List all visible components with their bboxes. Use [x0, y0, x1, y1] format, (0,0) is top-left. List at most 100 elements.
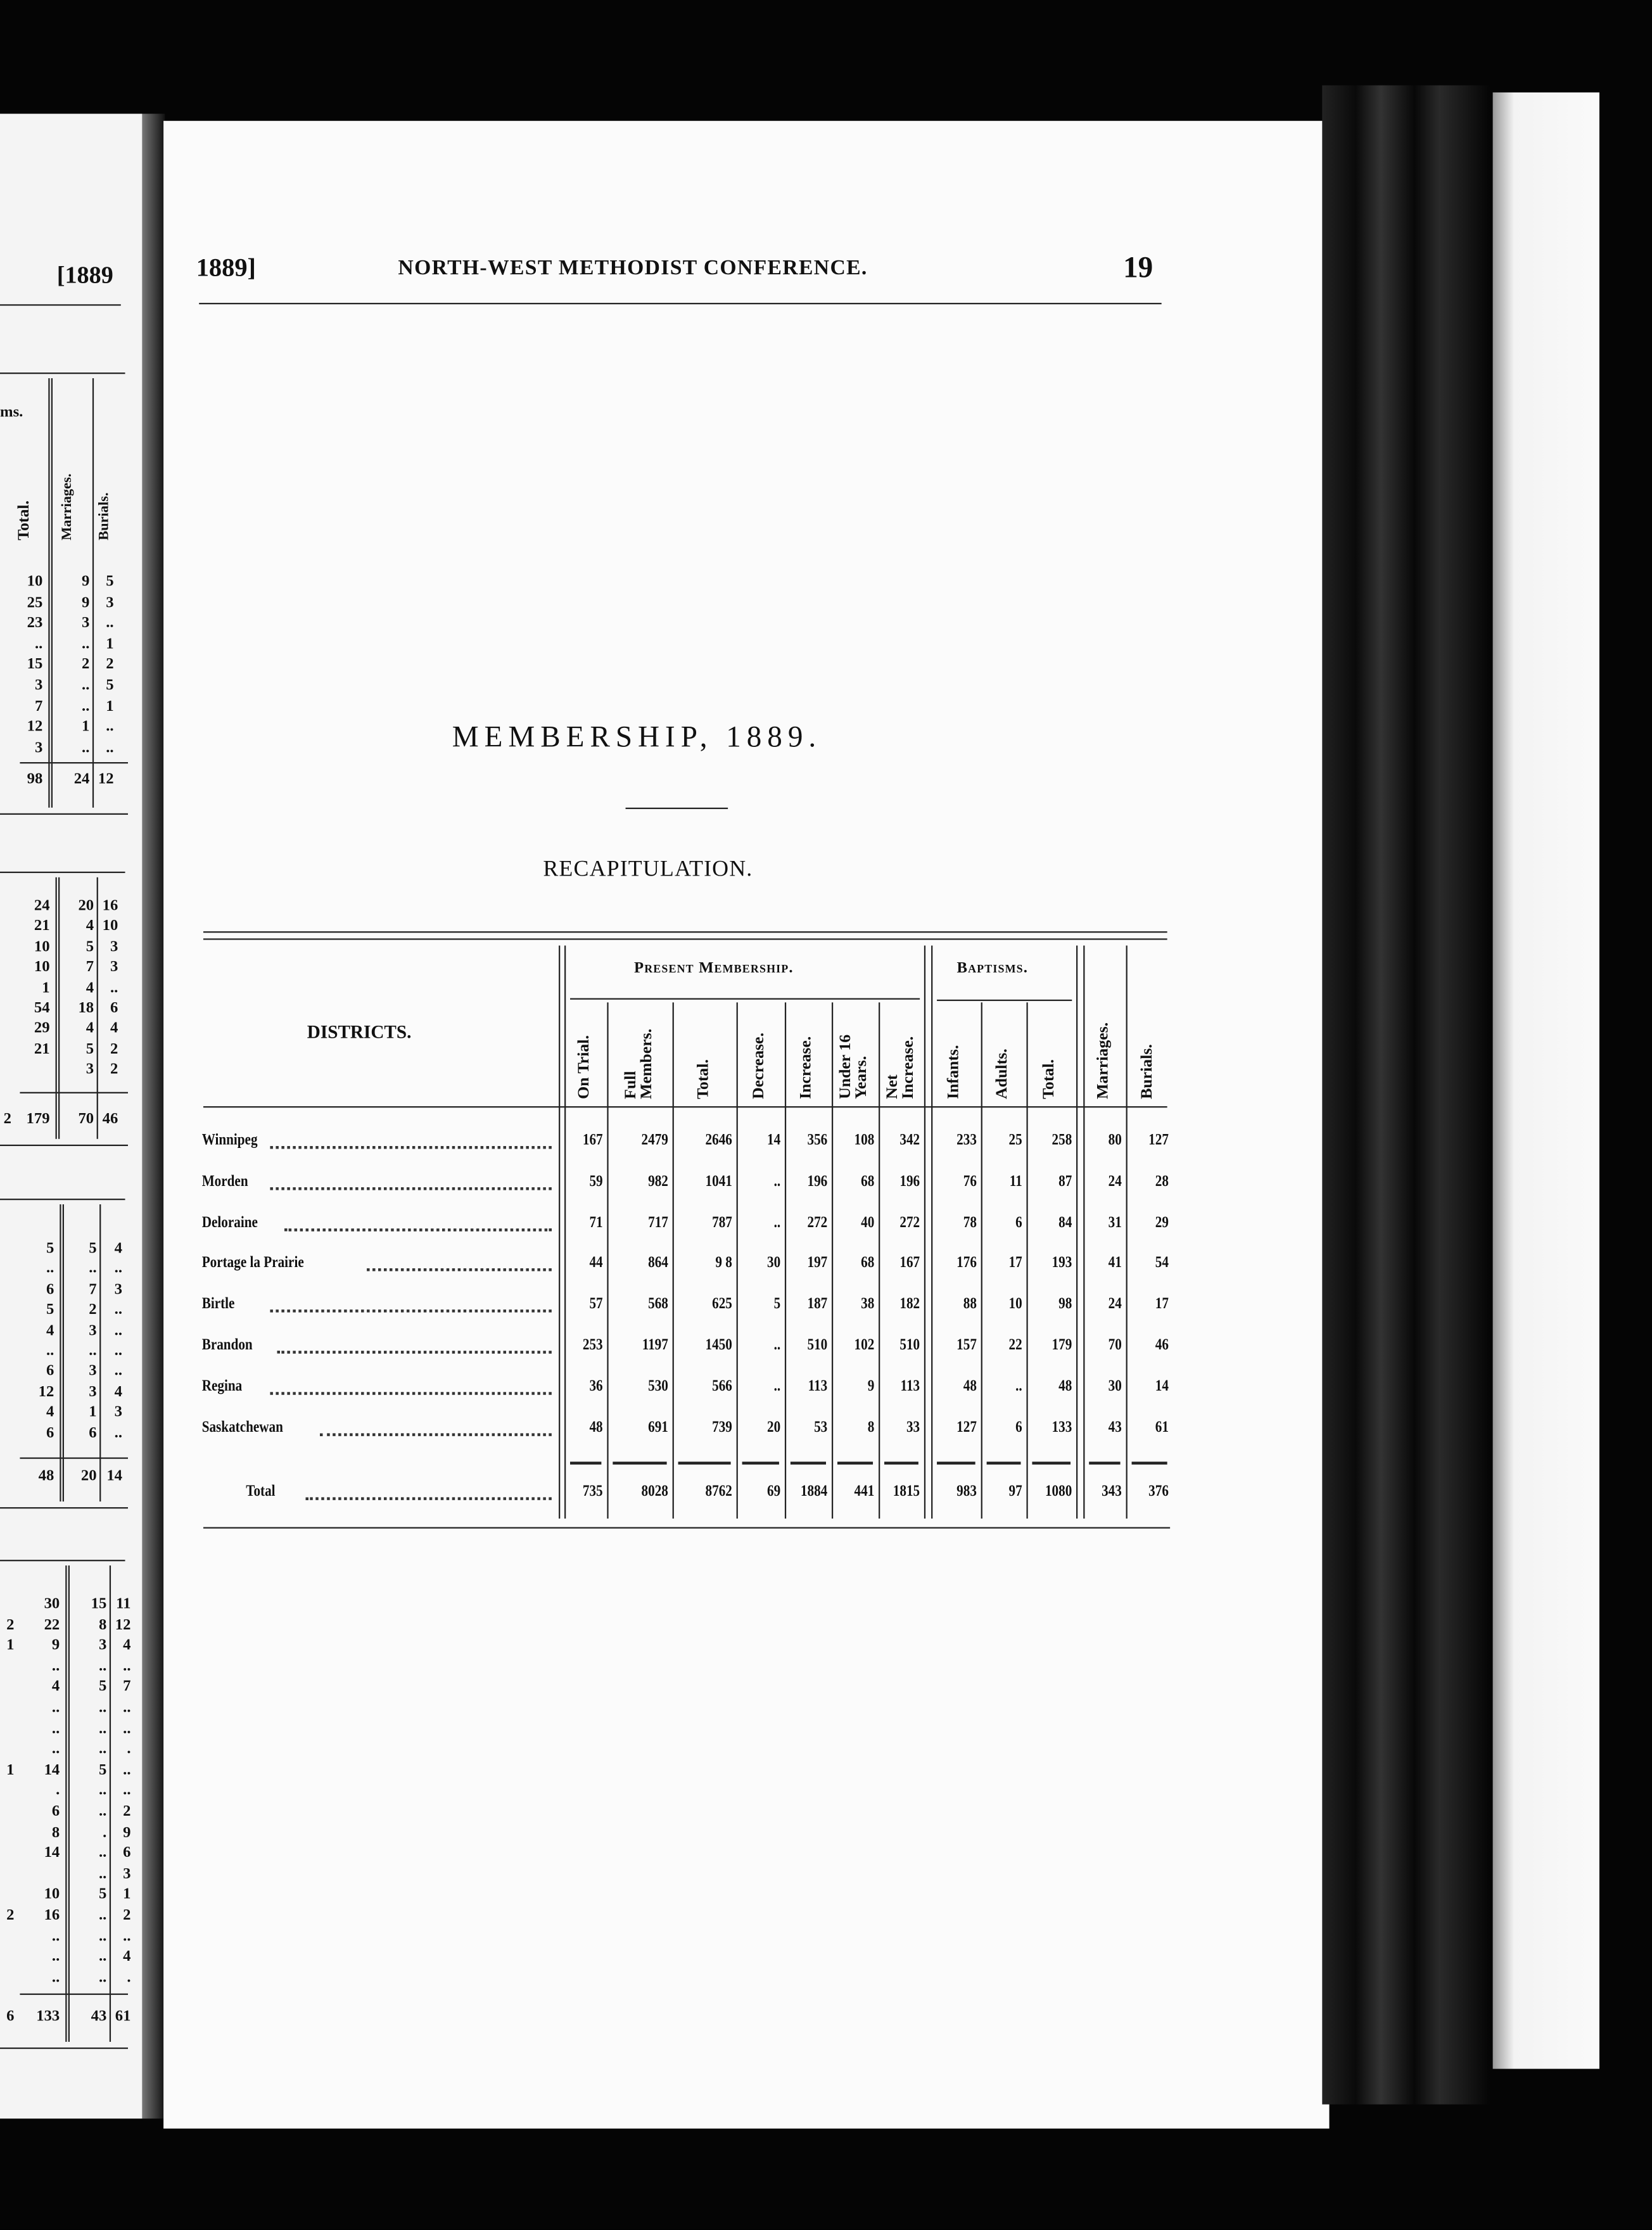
table-cell: 68: [861, 1254, 875, 1271]
table-cell: 108: [854, 1131, 875, 1149]
left-total-cell: 48: [38, 1467, 54, 1485]
left-divider: [65, 1565, 67, 2042]
left-section-bottom-rule: [0, 1507, 128, 1509]
table-cell: 568: [648, 1295, 668, 1313]
table-cell: 25: [1008, 1131, 1022, 1149]
left-cell: 10: [44, 1885, 60, 1903]
table-cell: 196: [899, 1173, 920, 1190]
left-cell: 4: [46, 1322, 54, 1339]
left-cell: ..: [106, 739, 114, 756]
left-cell: ..: [98, 1844, 107, 1862]
total-label: Total: [246, 1482, 276, 1500]
table-cell: 17: [1008, 1254, 1022, 1271]
column-divider: [564, 945, 566, 1519]
left-cell: ..: [98, 1948, 107, 1966]
dot-leader: [270, 1380, 552, 1395]
table-cell: 625: [712, 1295, 732, 1313]
left-total-cell: 70: [78, 1110, 94, 1128]
right-page: [163, 120, 1330, 2129]
left-cell: 6: [89, 1424, 97, 1441]
table-cell: 87: [1058, 1173, 1072, 1190]
left-cell: 5: [46, 1301, 54, 1318]
district-name: Portage la Prairie: [201, 1254, 304, 1271]
table-cell: 196: [807, 1173, 828, 1190]
left-cell: 14: [44, 1761, 60, 1779]
page-number: 19: [1123, 250, 1153, 284]
table-cell: 17: [1155, 1295, 1169, 1313]
left-cell: ..: [82, 677, 90, 694]
left-cell: 30: [44, 1595, 60, 1613]
left-cell: ..: [98, 1802, 107, 1820]
left-cell: 5: [98, 1885, 107, 1903]
left-total-cell: 6: [6, 2008, 15, 2025]
left-cell: 2: [110, 1040, 118, 1058]
table-cell: 717: [648, 1214, 668, 1232]
left-cell: 8: [51, 1823, 60, 1841]
left-total-cell: 61: [115, 2008, 131, 2025]
table-cell: 61: [1155, 1418, 1169, 1436]
left-cell: 2: [106, 656, 114, 673]
left-cell: 5: [86, 1040, 94, 1058]
table-cell: 258: [1052, 1131, 1072, 1149]
left-total-cell: 43: [91, 2008, 107, 2025]
left-cell: 20: [78, 897, 94, 915]
left-cell: ..: [106, 718, 114, 736]
table-cell: 11: [1009, 1173, 1022, 1190]
table-cell: 30: [1108, 1377, 1122, 1395]
left-cell: 2: [89, 1301, 97, 1318]
left-cell: 1: [6, 1761, 15, 1779]
left-cell: 7: [86, 959, 94, 976]
left-total-rule: [20, 1457, 128, 1459]
table-cell: 36: [589, 1377, 603, 1395]
column-header-6: Net Increase.: [884, 1036, 917, 1099]
left-cell: 10: [34, 938, 50, 955]
left-cell: 9: [123, 1823, 131, 1841]
left-cell: 21: [34, 917, 50, 935]
left-cell: 6: [51, 1802, 60, 1820]
left-cell: ..: [46, 1342, 54, 1360]
column-divider: [672, 1002, 674, 1519]
left-cell: 5: [106, 677, 114, 694]
table-cell: 54: [1155, 1254, 1169, 1271]
table-cell: 9: [867, 1377, 875, 1395]
left-cell: 5: [86, 938, 94, 955]
left-cell: 6: [46, 1424, 54, 1441]
left-cell: ..: [34, 635, 43, 653]
left-cell: 3: [34, 677, 43, 694]
left-page-fragment: [0, 113, 143, 2119]
left-section-bottom-rule: [0, 1144, 128, 1146]
left-cell: 29: [34, 1020, 50, 1038]
table-cell: 1041: [705, 1173, 732, 1190]
total-rule: [937, 1462, 975, 1465]
column-header-9: Total.: [1040, 1059, 1058, 1099]
left-cell: 4: [114, 1240, 123, 1258]
left-cell: ..: [114, 1301, 123, 1318]
districts-header: DISTRICTS.: [307, 1021, 412, 1043]
left-cell: 9: [82, 594, 90, 611]
group-baptisms: Baptisms.: [956, 959, 1029, 977]
total-cell: 983: [956, 1482, 977, 1500]
left-cell: ..: [51, 1740, 60, 1758]
left-total-cell: 98: [27, 770, 43, 788]
table-cell: 102: [854, 1336, 875, 1354]
left-cell: ..: [123, 1761, 131, 1779]
district-name: Brandon: [201, 1336, 253, 1354]
left-cell: ..: [98, 1969, 107, 1986]
table-cell: 167: [582, 1131, 603, 1149]
left-cell: 24: [34, 897, 50, 915]
total-cell: 441: [854, 1482, 875, 1500]
left-cell: 25: [27, 594, 43, 611]
district-name: Regina: [201, 1377, 243, 1395]
table-cell: 84: [1058, 1214, 1072, 1232]
table-cell: 187: [807, 1295, 828, 1313]
left-divider: [109, 1565, 111, 2042]
left-total-cell: 133: [36, 2008, 60, 2025]
left-cell: 1: [123, 1885, 131, 1903]
table-cell: 113: [900, 1377, 920, 1395]
table-cell: 182: [899, 1295, 920, 1313]
left-cell: 12: [115, 1615, 131, 1633]
dot-leader: [270, 1135, 552, 1149]
table-cell: 2479: [641, 1131, 668, 1149]
total-rule: [1131, 1462, 1167, 1465]
left-divider: [62, 1204, 64, 1502]
